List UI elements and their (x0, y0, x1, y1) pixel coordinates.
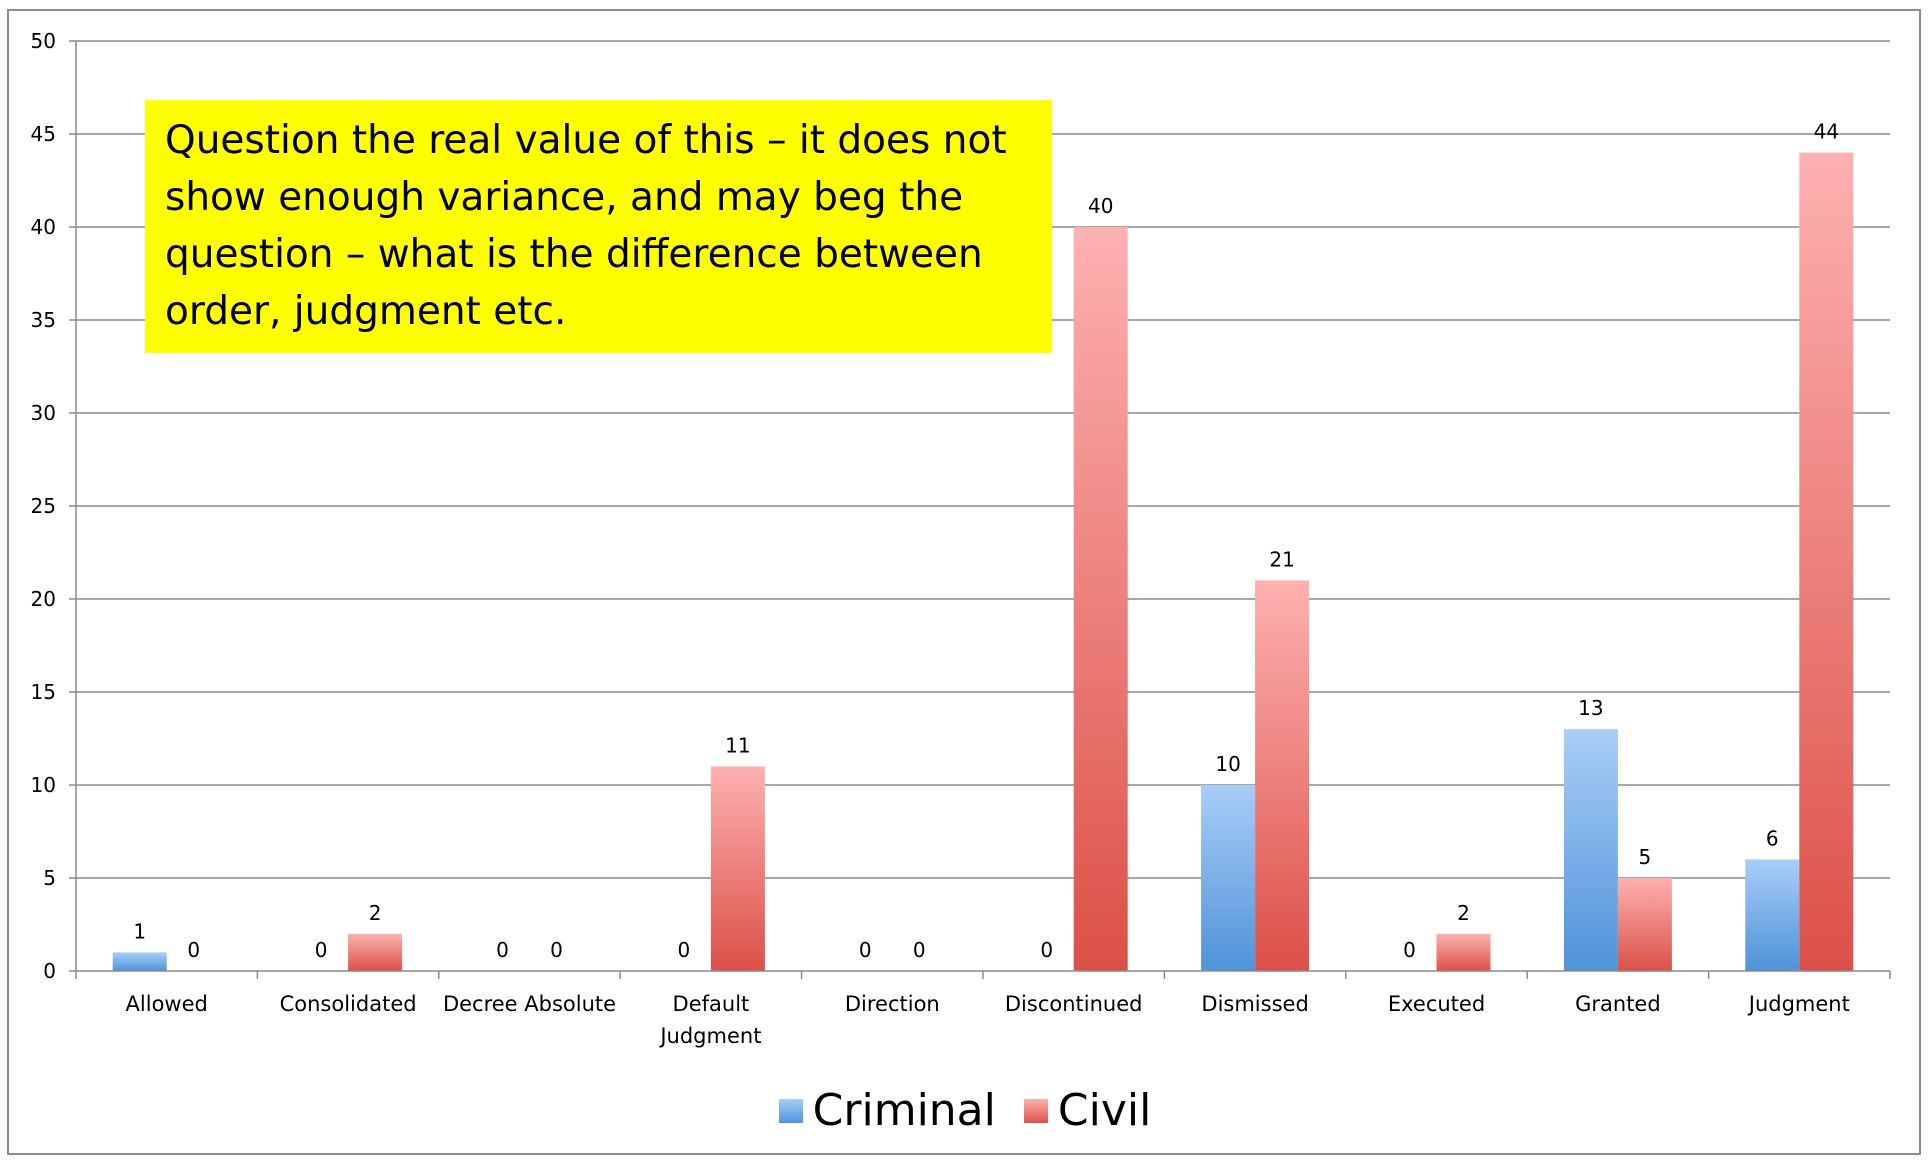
y-tick-label: 20 (31, 587, 56, 611)
y-tick-label: 15 (31, 680, 56, 704)
y-tick-label: 30 (31, 401, 56, 425)
y-tick-label: 40 (31, 215, 56, 239)
data-label-criminal: 1 (133, 919, 146, 943)
data-label-civil: 5 (1639, 845, 1652, 869)
data-label-civil: 11 (725, 733, 750, 757)
y-tick-label: 0 (43, 959, 56, 983)
data-label-civil: 0 (187, 938, 200, 962)
bar-criminal (1563, 729, 1618, 971)
data-label-criminal: 0 (1403, 938, 1416, 962)
bar-civil (1073, 227, 1128, 971)
legend-item-civil: Civil (1023, 1085, 1152, 1136)
bar-criminal (1745, 859, 1800, 971)
y-tick-label: 10 (31, 773, 56, 797)
legend-label-criminal: Criminal (812, 1085, 996, 1136)
bars (112, 152, 1854, 972)
legend-swatch-criminal (778, 1098, 803, 1123)
x-category-label: Judgment (1747, 992, 1850, 1016)
axes (69, 40, 1891, 979)
data-label-criminal: 0 (496, 938, 509, 962)
x-category-label: Consolidated (280, 992, 417, 1016)
x-category-label: Direction (845, 992, 940, 1016)
x-category-label: Allowed (126, 992, 208, 1016)
bar-criminal (112, 952, 167, 971)
data-label-criminal: 0 (859, 938, 872, 962)
data-label-criminal: 10 (1215, 752, 1240, 776)
x-category-label-line: Decree Absolute (443, 992, 616, 1016)
data-label-criminal: 0 (315, 938, 328, 962)
bar-civil (1617, 878, 1672, 971)
x-category-label-line: Judgment (658, 1024, 761, 1048)
legend-item-criminal: Criminal (778, 1085, 996, 1136)
x-category-label: Default Judgment (658, 992, 761, 1048)
y-tick-label: 50 (31, 29, 56, 53)
bar-civil (710, 766, 765, 971)
annotation-callout: Question the real value of this – it doe… (145, 100, 1052, 353)
data-label-civil: 44 (1814, 120, 1839, 144)
data-label-criminal: 13 (1578, 696, 1603, 720)
y-tick-label: 45 (31, 122, 56, 146)
x-category-label: Discontinued (1005, 992, 1143, 1016)
x-category-label: Granted (1575, 992, 1661, 1016)
x-category-label-line: Discontinued (1005, 992, 1143, 1016)
data-label-criminal: 0 (678, 938, 691, 962)
bar-civil (1436, 933, 1491, 971)
y-tick-label: 35 (31, 308, 56, 332)
bar-civil (1255, 580, 1310, 971)
y-tick-label: 25 (31, 494, 56, 518)
data-label-civil: 0 (550, 938, 563, 962)
x-category-label: Decree Absolute (443, 992, 616, 1016)
x-category-label: Dismissed (1201, 992, 1308, 1016)
bar-civil (348, 933, 403, 971)
data-label-civil: 2 (1457, 901, 1470, 925)
data-label-criminal: 6 (1766, 826, 1779, 850)
bar-criminal (1201, 785, 1256, 971)
data-label-civil: 0 (913, 938, 926, 962)
data-label-criminal: 0 (1040, 938, 1053, 962)
legend: Criminal Civil (0, 1085, 1930, 1136)
legend-label-civil: Civil (1057, 1085, 1152, 1136)
data-label-civil: 40 (1088, 194, 1113, 218)
x-category-label-line: Executed (1388, 992, 1485, 1016)
x-category-label-line: Direction (845, 992, 940, 1016)
labels: 0510152025303540455010Allowed02Consolida… (31, 29, 1850, 1048)
bar-civil (1799, 152, 1854, 972)
x-category-label-line: Judgment (1747, 992, 1850, 1016)
x-category-label-line: Consolidated (280, 992, 417, 1016)
x-category-label-line: Dismissed (1201, 992, 1308, 1016)
data-label-civil: 2 (369, 901, 382, 925)
callout-text: Question the real value of this – it doe… (165, 118, 1007, 334)
legend-swatch-civil (1023, 1098, 1048, 1123)
data-label-civil: 21 (1269, 547, 1294, 571)
y-tick-label: 5 (43, 866, 56, 890)
x-category-label-line: Default (673, 992, 750, 1016)
x-category-label-line: Granted (1575, 992, 1661, 1016)
x-category-label: Executed (1388, 992, 1485, 1016)
x-category-label-line: Allowed (126, 992, 208, 1016)
